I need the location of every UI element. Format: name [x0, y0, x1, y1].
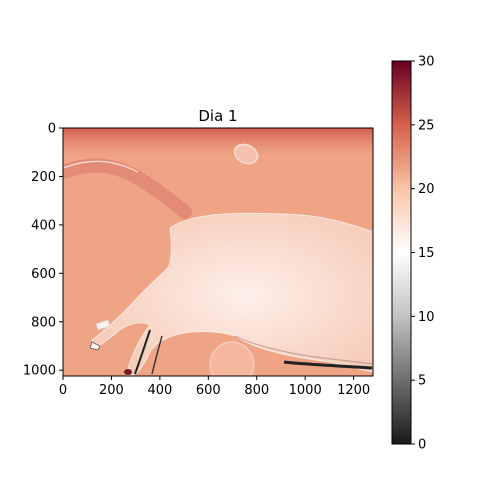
y-tick-label: 0: [48, 122, 56, 137]
y-tick-label: 600: [31, 267, 56, 282]
y-tick-label: 1000: [23, 364, 56, 379]
x-tick-label: 200: [99, 383, 124, 398]
x-tick-label: 400: [147, 383, 172, 398]
x-axis: 0 200 400 600 800 1000 1200: [59, 376, 370, 398]
x-tick-label: 1200: [337, 383, 370, 398]
y-tick-label: 400: [31, 218, 56, 233]
colorbar-tick-label: 25: [418, 118, 435, 133]
colorbar-tick-label: 15: [418, 246, 435, 261]
colorbar-tick-label: 5: [418, 374, 426, 389]
y-tick-label: 800: [31, 315, 56, 330]
colorbar-tick-label: 10: [418, 310, 435, 325]
x-tick-label: 0: [59, 383, 67, 398]
y-axis: 0 200 400 600 800 1000: [23, 122, 63, 379]
y-tick-label: 200: [31, 170, 56, 185]
plot-frame: [62, 127, 374, 377]
colorbar-tick-label: 20: [418, 182, 435, 197]
colorbar: 0 5 10 15 20 25 30: [391, 55, 435, 453]
colorbar-gradient: [392, 61, 411, 444]
x-tick-label: 1000: [289, 383, 322, 398]
colorbar-tick-label: 0: [418, 438, 426, 453]
x-tick-label: 600: [196, 383, 221, 398]
chart-title: Dia 1: [198, 107, 237, 125]
x-tick-label: 800: [244, 383, 269, 398]
heatmap-image: [63, 128, 373, 376]
colorbar-tick-label: 30: [418, 55, 435, 70]
colorbar-ticks: 0 5 10 15 20 25 30: [411, 55, 435, 453]
